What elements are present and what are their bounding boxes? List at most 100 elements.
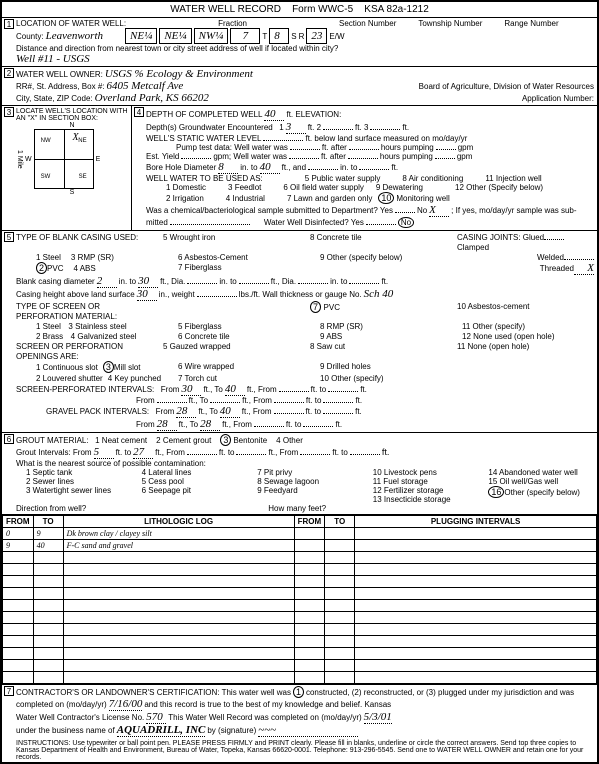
grout-title: GROUT MATERIAL:	[16, 436, 89, 445]
after: ft. after	[322, 143, 347, 152]
c12: 12 Fertilizer storage	[373, 486, 479, 495]
cert-c1: constructed, (2) reconstructed, or (3) p…	[306, 688, 574, 697]
u1: 1 Domestic	[166, 183, 206, 192]
s7n: 7	[310, 301, 321, 313]
contam: What is the nearest source of possible c…	[16, 459, 206, 468]
ft7: ft.	[335, 420, 342, 429]
comp: completed on (mo/day/yr)	[16, 700, 107, 709]
section-box: NW NE SW SE X	[34, 129, 94, 189]
dia1: 2	[97, 275, 117, 288]
g2: 2 Cement grout	[156, 436, 211, 445]
welded: Welded	[537, 253, 564, 262]
u8: 8 Air conditioning	[402, 174, 463, 183]
ifyes: ; If yes, mo/day/yr sample was sub-	[451, 206, 576, 215]
c10: 10 Livestock pens	[373, 468, 479, 477]
c2: 2 Sewer lines	[26, 477, 132, 486]
gf: 5	[94, 446, 114, 459]
ft3: ft.	[381, 277, 388, 286]
ftdia: ft., Dia.	[160, 277, 185, 286]
joints: CASING JOINTS: Glued	[457, 233, 544, 242]
from2: From	[136, 396, 155, 405]
s6: 6 Concrete tile	[178, 332, 230, 341]
bore1: 8	[218, 161, 238, 174]
to4: ft., To	[179, 420, 198, 429]
recdate: This Water Well Record was completed on …	[168, 713, 361, 722]
o10: 10 Other (specify)	[320, 374, 384, 383]
o3: Mill slot	[114, 363, 141, 372]
log-table: FROM TO LITHOLOGIC LOG FROM TO PLUGGING …	[2, 515, 597, 684]
fraction-label: Fraction	[218, 19, 247, 28]
c1: 1 Septic tank	[26, 468, 132, 477]
nox: X	[429, 204, 449, 217]
feet: How many feet?	[268, 504, 326, 513]
no: No	[417, 206, 427, 215]
c9: 9 Other (specify below)	[320, 253, 402, 262]
chem: Was a chemical/bacteriological sample su…	[146, 206, 393, 215]
s9: 9 ABS	[320, 332, 342, 341]
township-val: 8	[269, 28, 289, 44]
g4: 4 Other	[276, 436, 303, 445]
form-id: Form WWC-5	[292, 4, 353, 15]
ft4: ft.	[360, 385, 367, 394]
rec: and this record is true to the best of m…	[144, 700, 391, 709]
ft6: ft.	[355, 407, 362, 416]
by: by (signature)	[207, 726, 256, 735]
th-plug: PLUGGING INTERVALS	[355, 516, 597, 528]
u4: 4 Industrial	[226, 194, 265, 203]
bus: under the business name of	[16, 726, 115, 735]
table-row	[3, 624, 597, 636]
u5: 5 Public water supply	[305, 174, 381, 183]
table-row: 09Dk brown clay / clayey silt	[3, 528, 597, 540]
d1: 1	[279, 123, 283, 132]
u3: 3 Feedlot	[228, 183, 261, 192]
into3: in. to	[119, 277, 136, 286]
ftto5: ft. to	[116, 448, 132, 457]
table-row	[3, 588, 597, 600]
g3n: 3	[220, 434, 231, 446]
r0t: 9	[33, 528, 63, 540]
s5: 5 Fiberglass	[178, 322, 222, 331]
c7: 7 Pit privy	[257, 468, 363, 477]
ftto3: ft. to	[306, 407, 322, 416]
r0d: Dk brown clay / clayey silt	[63, 528, 294, 540]
date: 7/16/00	[109, 698, 143, 711]
ftdia2: ft., Dia.	[271, 277, 296, 286]
table-row	[3, 636, 597, 648]
g1: 1 Neat cement	[95, 436, 147, 445]
s2: 2 Brass	[36, 332, 63, 341]
c1: 1 Steel	[36, 253, 61, 262]
gpm2: gpm	[457, 152, 473, 161]
o4: 4 Key punched	[108, 374, 161, 383]
board: Board of Agriculture, Division of Water …	[419, 82, 594, 91]
d3: ft. 3	[355, 123, 368, 132]
ft5: ft.	[355, 396, 362, 405]
c3: 3 RMP (SR)	[71, 253, 114, 262]
o2: 2 Louvered shutter	[36, 374, 103, 383]
table-row	[3, 576, 597, 588]
to3: ft., To	[198, 407, 217, 416]
g1t: 40	[220, 405, 240, 418]
frac1: NE¼	[125, 28, 157, 44]
w: W	[25, 156, 32, 163]
c3: 3 Watertight sewer lines	[26, 486, 132, 495]
o9: 9 Drilled holes	[320, 362, 371, 371]
ftto2: ft. to	[306, 396, 322, 405]
gpm: gpm	[458, 143, 474, 152]
cert-title: CONTRACTOR'S OR LANDOWNER'S CERTIFICATIO…	[16, 688, 291, 697]
owner-name: USGS % Ecology & Environment	[105, 68, 253, 80]
th-to: TO	[33, 516, 63, 528]
ew: E/W	[329, 32, 344, 41]
gt: 27	[133, 446, 153, 459]
c4: 4 ABS	[73, 264, 95, 273]
hours2: hours pumping	[380, 152, 433, 161]
th-from2: FROM	[294, 516, 325, 528]
s4: 4 Galvanized steel	[71, 332, 137, 341]
height-label: Casing height above land surface	[16, 290, 135, 299]
d2: ft. 2	[308, 123, 321, 132]
c1n: 1	[293, 686, 304, 698]
frac3: NW¼	[194, 28, 229, 44]
g1f: 28	[176, 405, 196, 418]
nw: NW	[41, 138, 51, 144]
table-row	[3, 672, 597, 684]
ft9: ft., From	[268, 448, 298, 457]
